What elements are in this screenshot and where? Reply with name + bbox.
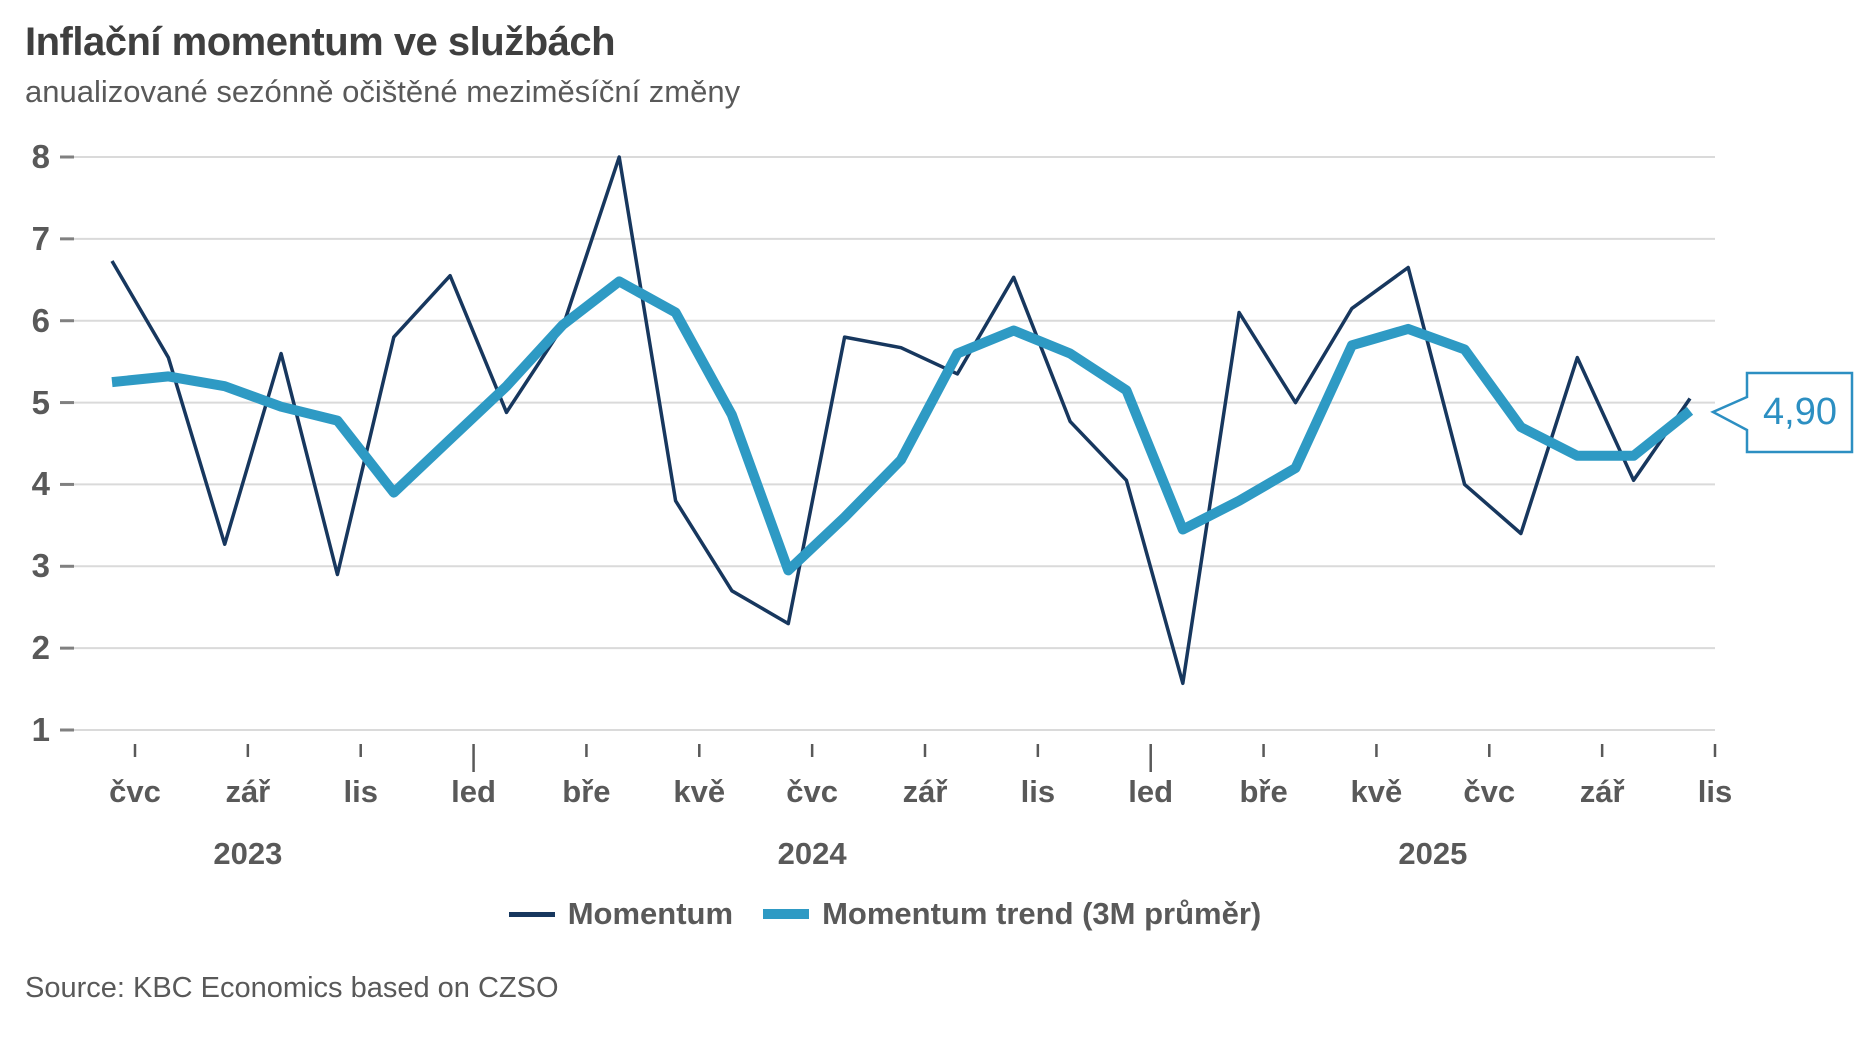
x-axis-label-7: zář: [902, 774, 948, 809]
x-axis-label-5: kvě: [673, 774, 726, 809]
legend-label-trend: Momentum trend (3M průměr): [822, 896, 1262, 931]
y-axis-label-3: 3: [31, 547, 50, 585]
source-note: Source: KBC Economics based on CZSO: [25, 972, 559, 1004]
chart-subtitle: anualizované sezónně očištěné meziměsíčn…: [25, 74, 741, 109]
y-axis-label-8: 8: [31, 138, 50, 175]
trend-line[interactable]: [111, 276, 1694, 576]
x-axis-label-14: lis: [1697, 774, 1733, 809]
year-label-2025: 2025: [1398, 836, 1468, 871]
last-value-callout-label: 4,90: [1763, 391, 1837, 433]
legend-item-momentum[interactable]: Momentum: [508, 896, 734, 932]
x-axis-label-1: zář: [225, 774, 271, 809]
last-value-callout-bubble: [1710, 371, 1854, 454]
page-title: Inflační momentum ve službách: [25, 20, 616, 64]
year-label-2023: 2023: [213, 836, 283, 871]
x-axis-label-11: kvě: [1350, 774, 1403, 809]
x-axis-label-0: čvc: [109, 774, 161, 809]
x-axis-label-8: lis: [1020, 774, 1056, 809]
momentum-line[interactable]: [110, 155, 1692, 686]
y-axis-label-2: 2: [31, 629, 50, 667]
y-axis-label-6: 6: [31, 301, 50, 339]
legend-item-trend[interactable]: Momentum trend (3M průměr): [763, 896, 1261, 932]
x-axis-label-2: lis: [343, 774, 378, 809]
y-axis-label-5: 5: [31, 383, 50, 421]
x-axis-label-6: čvc: [786, 774, 838, 809]
y-axis-label-1: 1: [31, 711, 50, 748]
chart-legend: Momentum Momentum trend (3M průměr): [55, 896, 1715, 932]
momentum-line-swatch-icon: [508, 911, 555, 917]
y-axis-label-4: 4: [31, 465, 50, 503]
x-axis-label-12: čvc: [1463, 774, 1516, 809]
x-axis-label-4: bře: [562, 774, 611, 809]
legend-label-momentum: Momentum: [567, 896, 734, 931]
x-axis-label-3: led: [451, 774, 496, 809]
year-label-2024: 2024: [777, 836, 847, 871]
x-axis-label-10: bře: [1239, 774, 1288, 809]
y-axis-label-7: 7: [31, 219, 50, 257]
trend-line-swatch-icon: [763, 909, 810, 919]
x-axis-label-9: led: [1128, 774, 1174, 809]
x-axis-label-13: zář: [1579, 774, 1625, 809]
